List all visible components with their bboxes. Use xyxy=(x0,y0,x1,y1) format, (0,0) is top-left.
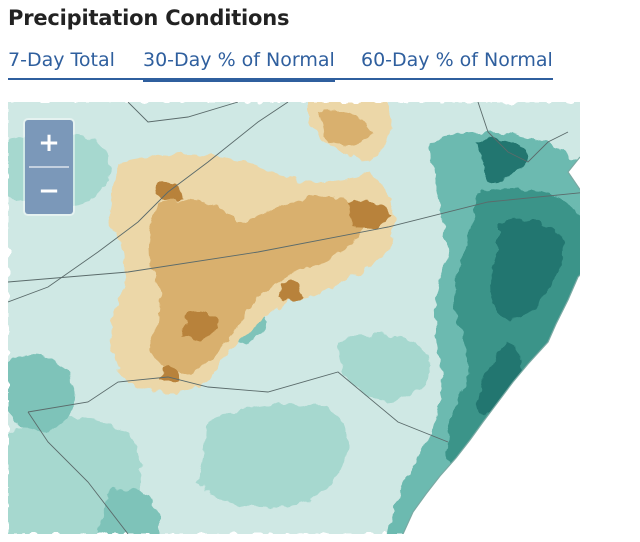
va-nc-border xyxy=(8,192,580,283)
nc-sc-border xyxy=(27,371,449,443)
state-boundaries xyxy=(8,102,580,534)
coastline xyxy=(402,156,580,534)
ga-sc-border xyxy=(27,411,129,534)
zoom-out-button[interactable]: − xyxy=(38,176,60,206)
zoom-divider xyxy=(29,166,69,168)
tab-30-day-percent-normal[interactable]: 30-Day % of Normal xyxy=(143,46,335,82)
dry-strong-zone xyxy=(156,181,393,384)
tab-bar: 7-Day Total 30-Day % of Normal 60-Day % … xyxy=(8,46,553,82)
wet-light-zone xyxy=(8,132,430,534)
page-title: Precipitation Conditions xyxy=(8,6,290,30)
zoom-in-button[interactable]: + xyxy=(38,128,60,158)
wet-darkest-zone xyxy=(477,138,564,415)
precipitation-map[interactable]: + − xyxy=(8,102,580,534)
nc-tn-border xyxy=(8,102,289,303)
tab-7-day-total[interactable]: 7-Day Total xyxy=(8,49,115,71)
dry-zone xyxy=(148,111,373,373)
precip-raster xyxy=(8,102,580,534)
chesapeake-outline xyxy=(477,102,569,163)
va-wv-border xyxy=(127,102,239,123)
tab-60-day-percent-normal[interactable]: 60-Day % of Normal xyxy=(361,49,553,71)
map-canvas[interactable] xyxy=(8,102,580,534)
zoom-control: + − xyxy=(25,120,73,214)
